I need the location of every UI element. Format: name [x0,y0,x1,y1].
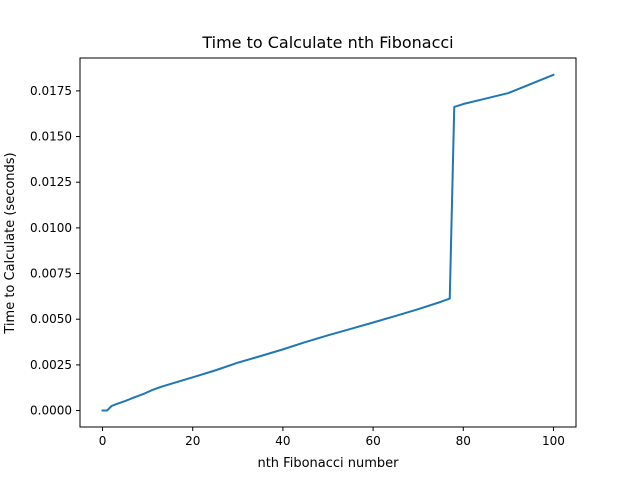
y-tick-label: 0.0150 [30,130,72,144]
plot-area [79,57,577,428]
plot-frame [79,57,577,428]
y-axis: 0.0000 0.0025 0.0050 0.0075 0.0100 0.0125 0.01… [30,84,80,418]
y-tick-label: 0.0025 [30,358,72,372]
x-tick-label: 80 [456,434,471,448]
y-axis-label: Time to Calculate (seconds) [3,152,18,334]
y-tick-label: 0.0050 [30,312,72,326]
series-line-0 [101,73,555,412]
x-tick-label: 60 [365,434,380,448]
y-tick-label: 0.0075 [30,267,72,281]
x-tick-label: 100 [542,434,565,448]
x-tick-label: 0 [99,434,107,448]
x-tick-label: 20 [185,434,200,448]
y-tick-label: 0.0175 [30,84,72,98]
y-tick-label: 0.0100 [30,221,72,235]
y-tick-label: 0.0125 [30,175,72,189]
x-tick-label: 40 [275,434,290,448]
chart-title: Time to Calculate nth Fibonacci [201,33,453,52]
x-axis-label: nth Fibonacci number [257,456,399,471]
y-tick-label: 0.0000 [30,404,72,418]
x-axis: 0 20 40 60 80 100 [99,427,565,448]
